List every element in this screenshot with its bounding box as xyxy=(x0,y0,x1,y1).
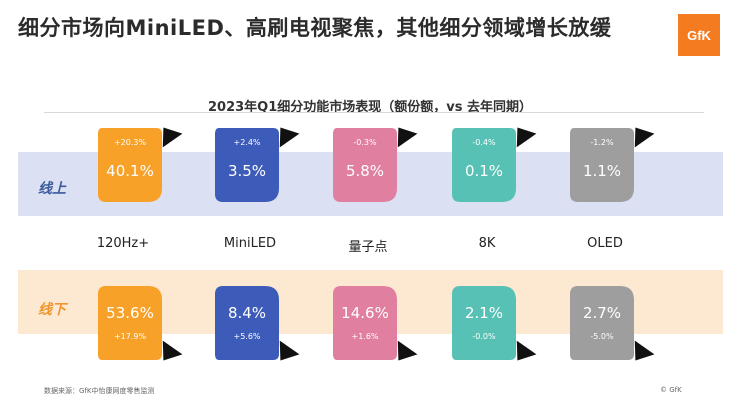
category-label: 量子点 xyxy=(348,240,388,255)
card-fill xyxy=(570,128,634,202)
card-shape xyxy=(333,128,397,202)
share-card: 14.6% +1.6% xyxy=(333,286,418,368)
card-fill xyxy=(215,286,279,360)
change-value: -5.0% xyxy=(590,332,614,341)
source-note: 数据来源：GfK中怡康网度零售监测 xyxy=(44,387,155,395)
share-value: 53.6% xyxy=(106,304,154,322)
share-value: 40.1% xyxy=(106,162,154,180)
card-shape xyxy=(452,286,516,360)
card-shape xyxy=(98,286,162,360)
card-fill xyxy=(570,286,634,360)
card-shape xyxy=(452,128,516,202)
share-card: 5.8% -0.3% xyxy=(333,120,418,202)
card-fill xyxy=(452,128,516,202)
share-value: 5.8% xyxy=(345,162,385,180)
share-value: 14.6% xyxy=(341,304,389,322)
share-value: 2.1% xyxy=(464,304,504,322)
share-value: 0.1% xyxy=(464,162,504,180)
share-value: 8.4% xyxy=(227,304,267,322)
share-card: 3.5% +2.4% xyxy=(215,120,300,202)
change-value: -0.0% xyxy=(472,332,496,341)
copyright-note: © GfK xyxy=(660,386,682,394)
share-value: 1.1% xyxy=(582,162,622,180)
change-value: -0.3% xyxy=(353,138,377,147)
change-value: +2.4% xyxy=(233,138,261,147)
title-divider xyxy=(44,112,704,113)
change-value: -0.4% xyxy=(472,138,496,147)
category-label: 8K xyxy=(478,236,496,251)
change-value: +1.6% xyxy=(351,332,379,341)
change-value: +17.9% xyxy=(113,332,147,341)
card-shape xyxy=(333,286,397,360)
share-card: 1.1% -1.2% xyxy=(570,120,655,202)
page-title: 细分市场向MiniLED、高刷电视聚焦，其他细分领域增长放缓 xyxy=(18,16,612,40)
card-fill xyxy=(98,128,162,202)
share-card: 53.6% +17.9% xyxy=(98,286,183,368)
gfk-logo: GfK xyxy=(678,14,720,56)
card-shape xyxy=(570,286,634,360)
share-card: 2.1% -0.0% xyxy=(452,286,537,368)
share-card: 0.1% -0.4% xyxy=(452,120,537,202)
card-shape xyxy=(215,286,279,360)
share-card: 8.4% +5.6% xyxy=(215,286,300,368)
card-shape xyxy=(215,128,279,202)
row-label-offline: 线下 xyxy=(38,302,66,318)
share-card: 2.7% -5.0% xyxy=(570,286,655,368)
chart-title: 2023年Q1细分功能市场表现（额份额，vs 去年同期） xyxy=(207,100,533,115)
share-value: 3.5% xyxy=(227,162,267,180)
row-label-online: 线上 xyxy=(38,181,66,197)
card-shape xyxy=(98,128,162,202)
share-card: 40.1% +20.3% xyxy=(98,120,183,202)
card-fill xyxy=(333,286,397,360)
category-label: 120Hz+ xyxy=(96,236,150,251)
card-fill xyxy=(215,128,279,202)
card-shape xyxy=(570,128,634,202)
category-label: MiniLED xyxy=(223,236,277,251)
change-value: +20.3% xyxy=(113,138,147,147)
change-value: +5.6% xyxy=(233,332,261,341)
category-label: OLED xyxy=(587,236,623,251)
change-value: -1.2% xyxy=(590,138,614,147)
share-value: 2.7% xyxy=(582,304,622,322)
card-fill xyxy=(452,286,516,360)
card-fill xyxy=(98,286,162,360)
card-fill xyxy=(333,128,397,202)
